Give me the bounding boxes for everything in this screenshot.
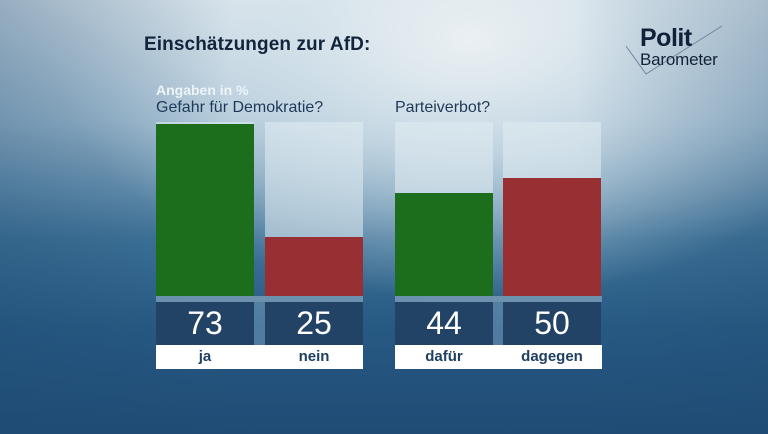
chart2-title: Parteiverbot? bbox=[395, 99, 491, 116]
divider bbox=[254, 302, 265, 345]
bar-ja bbox=[156, 124, 254, 296]
divider bbox=[493, 302, 504, 345]
politbarometer-logo: Polit Barometer bbox=[622, 24, 742, 76]
value-label-dagegen: 50 bbox=[503, 302, 601, 345]
logo-line1: Polit bbox=[640, 24, 692, 52]
logo-line2: Barometer bbox=[640, 50, 718, 69]
unit-note: Angaben in % bbox=[156, 82, 249, 98]
bar-dafuer bbox=[395, 193, 493, 296]
category-label-dafuer: dafür bbox=[425, 348, 463, 365]
category-label-ja: ja bbox=[198, 348, 212, 365]
value-label-dafuer: 44 bbox=[395, 302, 493, 345]
value-label-nein: 25 bbox=[265, 302, 363, 345]
category-row bbox=[395, 345, 602, 369]
bar-dagegen bbox=[503, 178, 601, 296]
bar-baseline bbox=[156, 296, 363, 302]
value-label-ja: 73 bbox=[156, 302, 254, 345]
bar-nein bbox=[265, 237, 363, 296]
chart-title: Einschätzungen zur AfD: bbox=[144, 34, 371, 55]
category-row bbox=[156, 345, 363, 369]
bar-baseline bbox=[395, 296, 602, 302]
category-label-dagegen: dagegen bbox=[521, 348, 583, 365]
category-label-nein: nein bbox=[298, 348, 330, 365]
checkmark-icon bbox=[625, 25, 723, 75]
chart1-title: Gefahr für Demokratie? bbox=[156, 99, 324, 116]
